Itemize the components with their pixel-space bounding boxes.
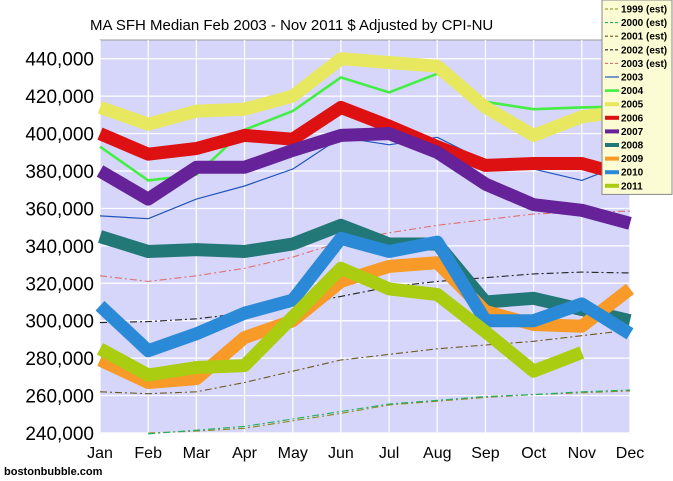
series-line-2011 (96, 261, 585, 382)
y-tick-label: 280,000 (25, 349, 94, 370)
legend-label: 2008 (621, 141, 644, 152)
y-tick-label: 320,000 (25, 274, 94, 295)
legend-label: 2002 (est) (621, 45, 667, 56)
source-label: bostonbubble.com (4, 466, 103, 478)
x-tick-label: Jun (328, 445, 354, 462)
x-tick-label: May (278, 445, 308, 462)
y-tick-label: 340,000 (25, 237, 94, 258)
series-line-2005 (97, 52, 631, 142)
legend-label: 2011 (621, 181, 643, 192)
legend-label: 2007 (621, 127, 644, 138)
series-line-2007 (96, 127, 632, 230)
y-tick-label: 260,000 (25, 387, 94, 408)
x-tick-label: Aug (423, 445, 451, 462)
series-line-2008 (98, 218, 632, 328)
legend-label: 2000 (est) (621, 18, 667, 29)
legend-label: 2004 (621, 86, 644, 97)
legend-label: 2005 (621, 100, 644, 111)
x-tick-label: Oct (521, 445, 546, 462)
legend-label: 2006 (621, 113, 644, 124)
series-line-2003 (99, 136, 631, 220)
y-axis: 240,000 260,000 280,000 300,000 320,000 340,0… (25, 50, 94, 445)
x-tick-label: Dec (616, 445, 644, 462)
series-layer (95, 52, 634, 435)
x-tick-label: Nov (568, 445, 596, 462)
x-tick-label: Sep (471, 445, 500, 462)
legend-label: 2003 (621, 73, 644, 84)
x-tick-label: Feb (134, 445, 162, 462)
series-line-2001-est (99, 329, 631, 395)
series-line-2006 (97, 100, 632, 183)
legend-label: 2009 (621, 154, 644, 165)
legend-label: 2010 (621, 168, 644, 179)
legend-label: 2001 (est) (621, 32, 667, 43)
series-line-1999-est (148, 390, 631, 434)
series-line-2010 (95, 231, 634, 358)
y-tick-label: 380,000 (25, 162, 94, 183)
series-line-2000-est (148, 389, 631, 435)
series-line-2002-est (99, 271, 631, 324)
y-tick-label: 440,000 (25, 50, 94, 71)
legend: 1999 (est) 2000 (est) 2001 (est) 2002 (est)… (601, 0, 673, 195)
chart-title: MA SFH Median Feb 2003 - Nov 2011 $ Adju… (90, 17, 493, 34)
x-tick-label: Apr (232, 445, 258, 462)
y-tick-label: 300,000 (25, 312, 94, 333)
legend-label: 1999 (est) (621, 5, 667, 16)
y-tick-label: 400,000 (25, 125, 94, 146)
y-tick-label: 420,000 (25, 87, 94, 108)
x-tick-label: Jan (87, 445, 113, 462)
y-tick-label: 240,000 (25, 424, 94, 445)
legend-label: 2003 (est) (621, 59, 667, 70)
y-tick-label: 360,000 (25, 199, 94, 220)
x-tick-label: Jul (379, 445, 399, 462)
x-axis: Jan Feb Mar Apr May Jun Jul Aug Sep Oct Nov Dec (87, 445, 644, 462)
x-tick-label: Mar (183, 445, 211, 462)
legend-box (601, 0, 673, 195)
